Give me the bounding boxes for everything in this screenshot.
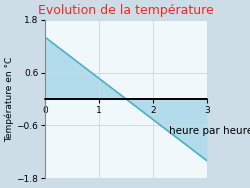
Y-axis label: Température en °C: Température en °C [4, 56, 14, 142]
Title: Evolution de la température: Evolution de la température [38, 4, 214, 17]
Text: heure par heure: heure par heure [169, 126, 250, 136]
